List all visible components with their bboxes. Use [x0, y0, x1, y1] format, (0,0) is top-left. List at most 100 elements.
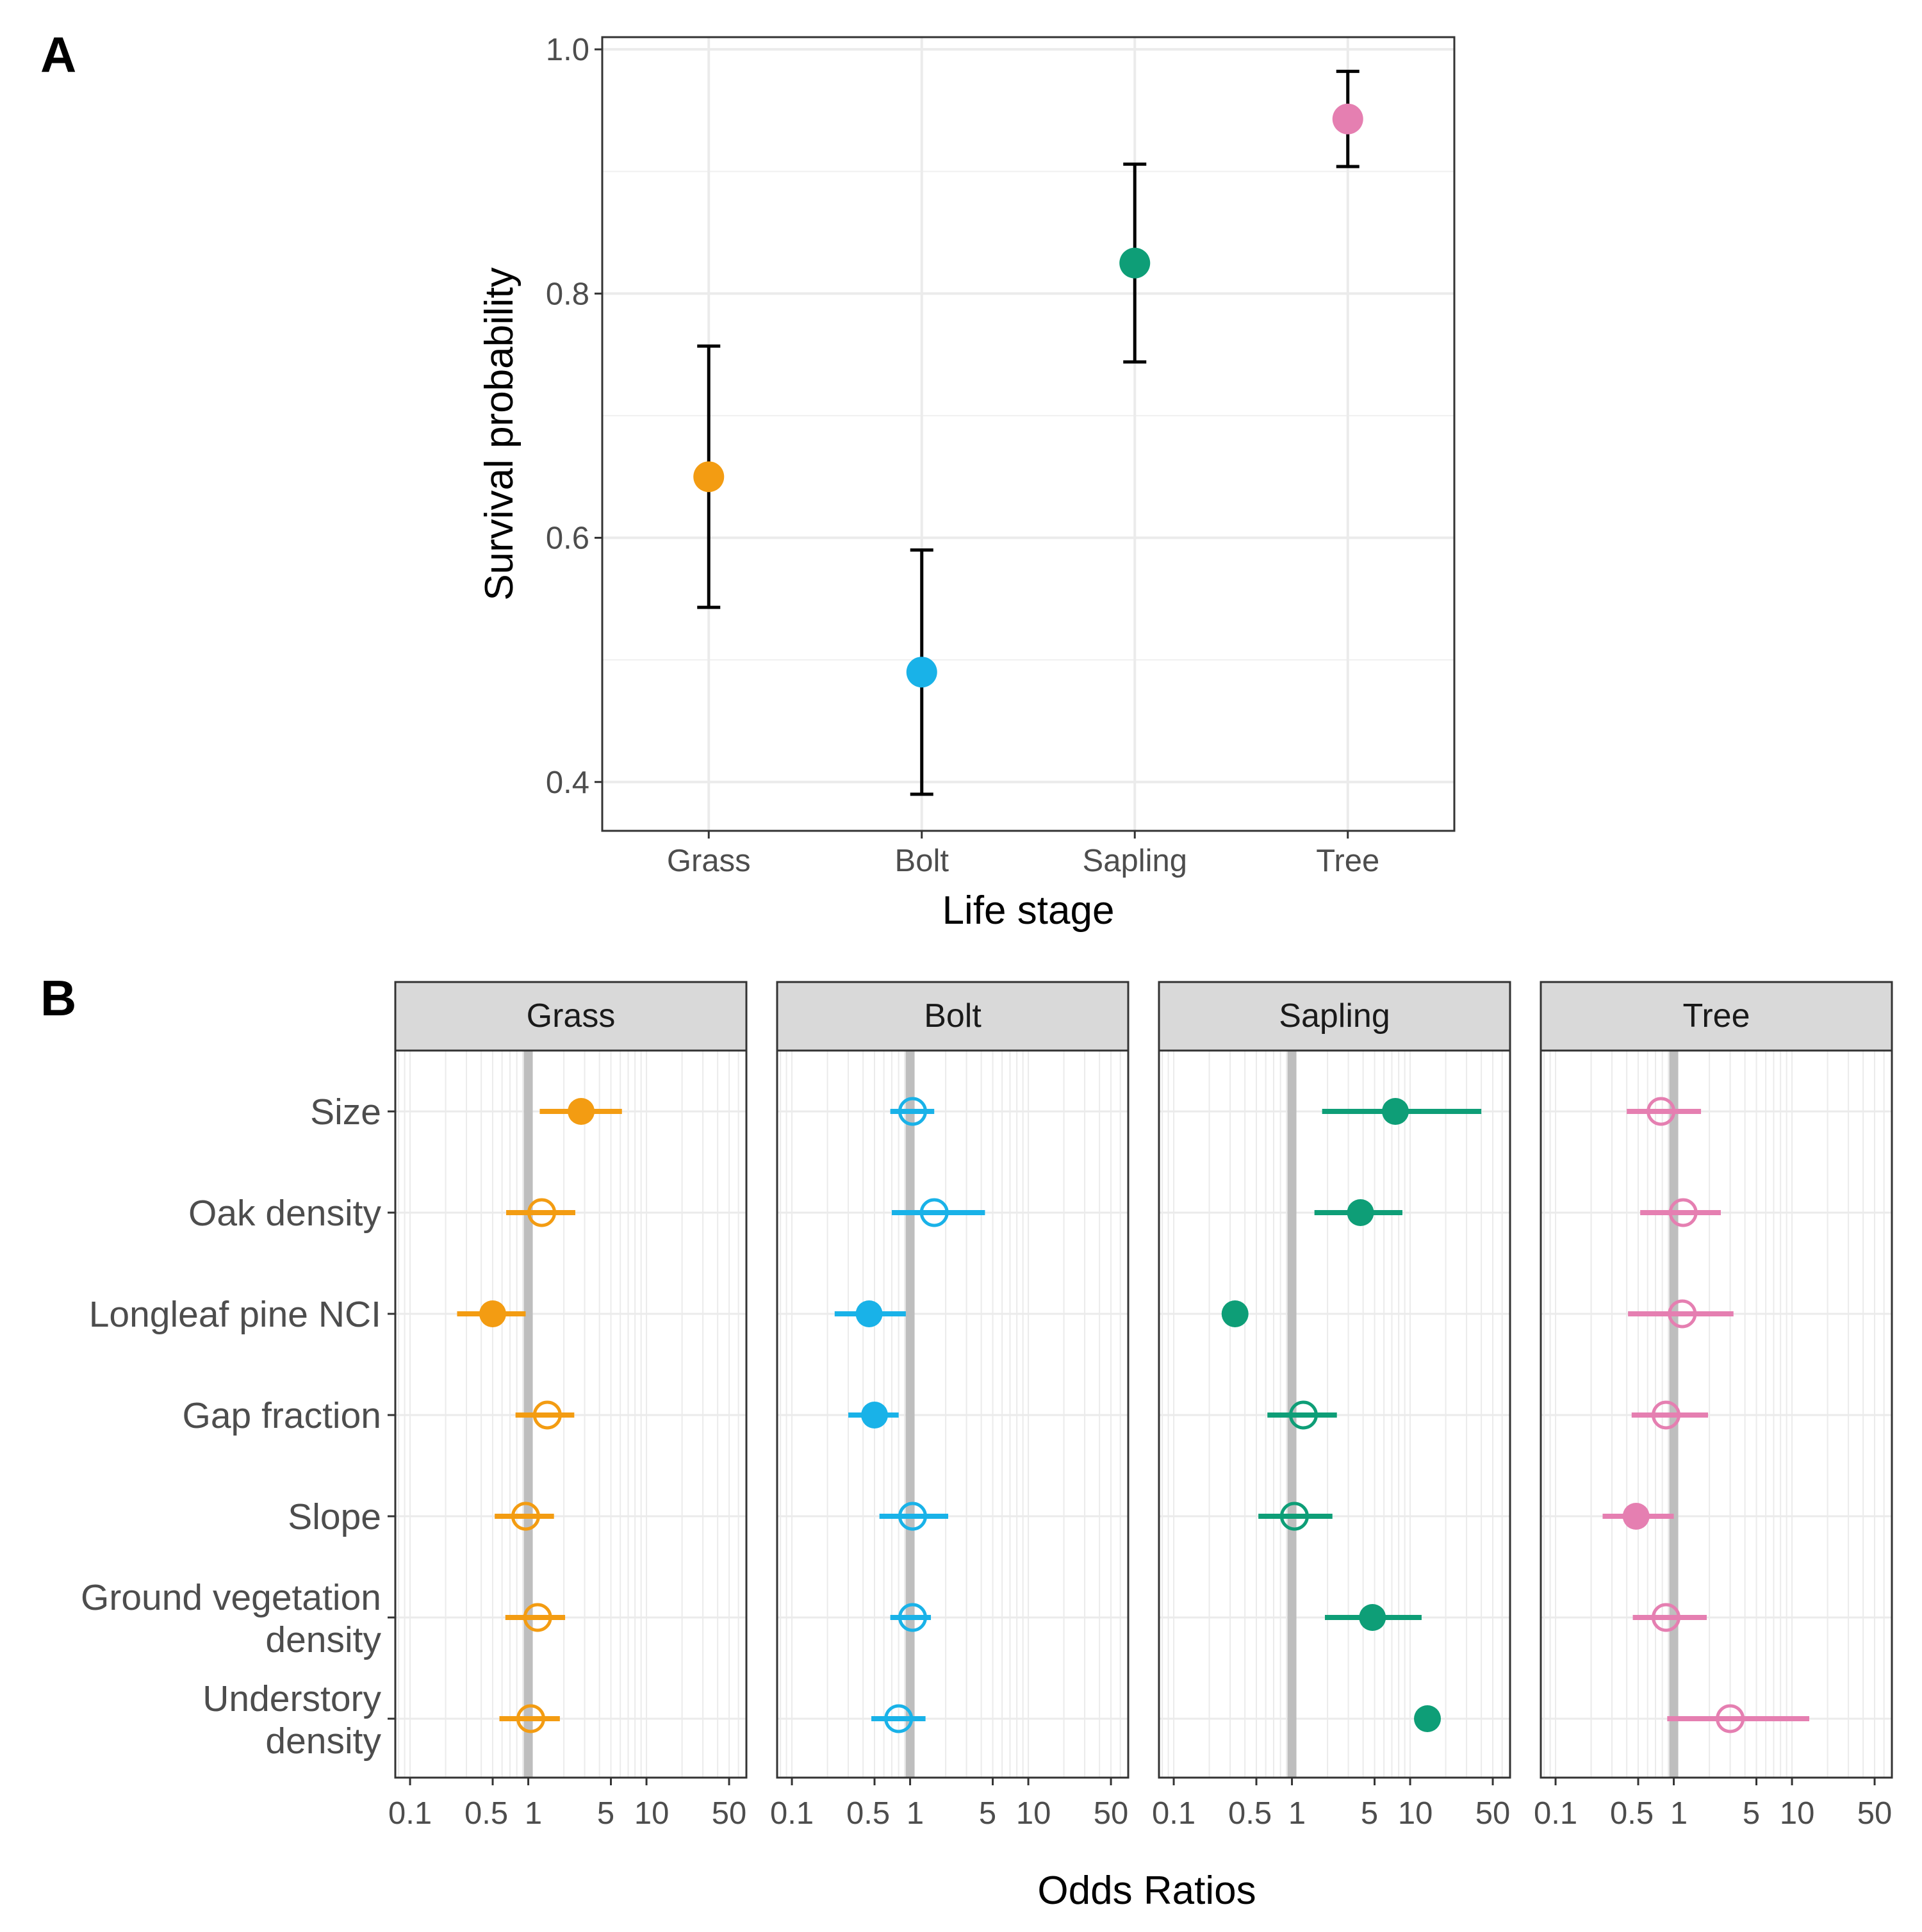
facet-strip-label: Sapling	[1279, 997, 1390, 1035]
estimate-marker-filled	[1221, 1300, 1249, 1327]
estimate-marker-open	[1651, 1400, 1680, 1430]
estimate-marker-open	[532, 1400, 562, 1430]
facet-sapling: Sapling 0.1 0.5 1 5 10 50	[1152, 981, 1511, 1831]
x-tick-label: 10	[634, 1796, 669, 1831]
odds-ratio-point	[879, 1502, 949, 1531]
data-point-sapling	[1119, 247, 1151, 279]
y-tick-label: Size	[310, 1092, 381, 1133]
facet-strip-label: Bolt	[924, 997, 982, 1035]
x-tick-label: 0.5	[1610, 1796, 1654, 1831]
data-point-bolt	[906, 657, 937, 688]
estimate-marker-filled	[1359, 1604, 1386, 1631]
estimate-marker-filled	[479, 1300, 507, 1327]
y-tick-label: Gap fraction	[183, 1395, 382, 1436]
x-axis-title: Life stage	[942, 888, 1115, 933]
estimate-marker-open	[1668, 1198, 1698, 1227]
odds-ratio-point	[1324, 1604, 1422, 1631]
odds-ratio-point	[834, 1300, 906, 1327]
estimate-marker-open	[523, 1603, 552, 1632]
panel-label-a: A	[40, 26, 76, 83]
y-tick-label: Understory density	[202, 1678, 381, 1762]
x-tick-label: 1	[907, 1796, 924, 1831]
estimate-marker-open	[1647, 1097, 1676, 1126]
estimate-marker-open	[1668, 1299, 1697, 1329]
y-tick-label: 1.0	[546, 33, 589, 67]
x-tick-label: 0.5	[1228, 1796, 1272, 1831]
facet-strip	[1540, 981, 1893, 1052]
odds-ratio-point	[890, 1097, 935, 1126]
estimate-marker-filled	[1347, 1199, 1374, 1226]
odds-ratio-point	[499, 1704, 560, 1733]
y-tick-label: Ground vegetation density	[81, 1577, 381, 1660]
odds-ratio-point	[505, 1603, 566, 1632]
y-tick-label-line: Understory	[202, 1678, 381, 1719]
y-tick-label: 0.6	[546, 521, 589, 556]
estimate-marker-filled	[568, 1098, 595, 1125]
estimate-marker-filled	[1382, 1098, 1409, 1125]
odds-ratio-point	[457, 1300, 526, 1327]
odds-ratio-point	[506, 1198, 575, 1227]
y-tick-label: Longleaf pine NCI	[89, 1294, 381, 1335]
x-tick-label: 0.1	[1152, 1796, 1195, 1831]
x-tick-label: 50	[1857, 1796, 1893, 1831]
x-tick-label: 5	[1361, 1796, 1378, 1831]
x-tick-label: 10	[1780, 1796, 1815, 1831]
survival-probability-chart: 0.4 0.6 0.8 1.0 Grass Bolt Sapling Tree Life sta…	[477, 33, 1456, 933]
y-tick-label: Slope	[288, 1496, 381, 1537]
x-tick-label: 5	[1743, 1796, 1760, 1831]
x-tick-label: 0.5	[846, 1796, 890, 1831]
facet-tree: Tree 0.1 0.5 1 5 10 50	[1534, 981, 1893, 1831]
odds-ratio-point	[891, 1198, 985, 1227]
y-tick-label: Oak density	[188, 1193, 381, 1234]
facet-strip	[1158, 981, 1511, 1052]
odds-ratio-point	[1667, 1704, 1810, 1733]
x-tick-label: Tree	[1316, 844, 1379, 878]
estimate-marker-filled	[855, 1300, 883, 1327]
x-tick-label: 1	[1670, 1796, 1688, 1831]
facet-bolt: Bolt 0.1 0.5 1 5 10 50	[770, 981, 1129, 1831]
y-tick-label-line: density	[265, 1619, 381, 1660]
x-tick-label: 0.1	[388, 1796, 432, 1831]
estimate-marker-open	[898, 1097, 927, 1126]
x-tick-label: 1	[525, 1796, 542, 1831]
panel-label-b: B	[40, 970, 76, 1026]
y-tick-label-line: density	[265, 1721, 381, 1762]
data-point-grass	[693, 461, 725, 493]
facet-border	[1158, 1049, 1511, 1779]
x-tick-label: 0.1	[770, 1796, 814, 1831]
odds-ratio-chart: Grass 0.1 0.5 1 5 10 50 Bolt 0.1 0.5 1 5 10 50 Sapling…	[81, 981, 1893, 1913]
x-tick-label: 50	[712, 1796, 747, 1831]
facet-strip-label: Grass	[527, 997, 616, 1035]
estimate-marker-open	[527, 1198, 557, 1227]
y-tick-label: 0.8	[546, 277, 589, 311]
estimate-marker-open	[1279, 1502, 1309, 1531]
odds-ratio-point	[1602, 1503, 1674, 1530]
plot-border	[601, 36, 1456, 832]
x-tick-label: 0.1	[1534, 1796, 1577, 1831]
odds-ratio-point	[1640, 1198, 1721, 1227]
odds-ratio-point	[539, 1098, 622, 1125]
x-tick-label: 0.5	[464, 1796, 508, 1831]
x-tick-label: 5	[597, 1796, 614, 1831]
estimate-marker-open	[1651, 1603, 1680, 1632]
x-tick-label: 1	[1288, 1796, 1306, 1831]
odds-ratio-point	[515, 1400, 575, 1430]
odds-ratio-point	[495, 1502, 554, 1531]
x-axis-title: Odds Ratios	[1037, 1869, 1256, 1913]
estimate-marker-open	[1716, 1704, 1745, 1733]
estimate-marker-open	[919, 1198, 949, 1227]
odds-ratio-point	[1314, 1199, 1402, 1226]
x-tick-label: Bolt	[895, 844, 949, 878]
facet-strip-label: Tree	[1683, 997, 1750, 1035]
estimate-marker-open	[511, 1502, 540, 1531]
odds-ratio-point	[1628, 1299, 1734, 1329]
y-axis-title: Survival probability	[477, 267, 522, 600]
x-tick-label: 5	[979, 1796, 996, 1831]
odds-ratio-point	[871, 1704, 926, 1733]
y-tick-label: 0.4	[546, 765, 589, 800]
facet-border	[1540, 1049, 1893, 1779]
odds-ratio-point	[848, 1402, 899, 1429]
odds-ratio-point	[1632, 1603, 1707, 1632]
x-tick-label: 50	[1094, 1796, 1129, 1831]
